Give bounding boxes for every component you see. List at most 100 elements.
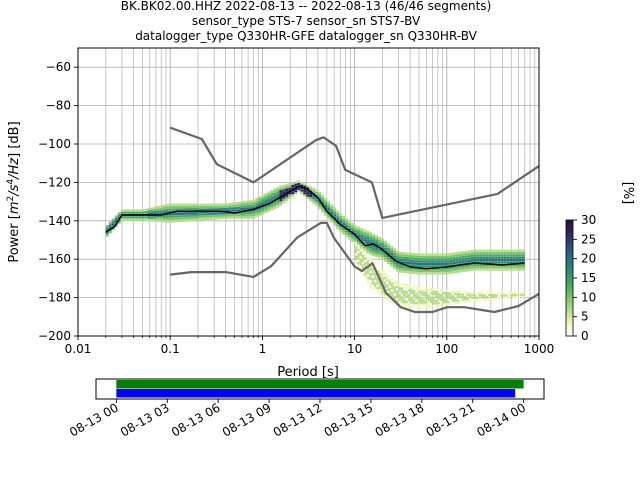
colorbar-label: [%] — [620, 182, 635, 205]
density-cell — [231, 216, 235, 219]
density-cell — [285, 188, 289, 191]
density-cell — [273, 190, 277, 193]
density-cell — [165, 204, 169, 207]
mode-line — [105, 185, 525, 270]
density-cell — [410, 301, 413, 304]
density-cell — [249, 202, 253, 205]
density-cell — [422, 298, 426, 302]
density-cell — [432, 292, 435, 296]
density-cell — [345, 225, 349, 228]
density-cell — [270, 203, 274, 206]
density-cell — [416, 262, 420, 266]
density-cell — [366, 246, 370, 249]
density-cell — [288, 196, 292, 199]
density-cell — [114, 217, 118, 220]
density-cell — [461, 269, 465, 273]
density-cell — [422, 294, 426, 297]
density-cell — [357, 248, 360, 251]
density-cell — [503, 249, 507, 252]
density-cell — [114, 215, 118, 218]
density-cell — [381, 295, 384, 298]
density-cell — [126, 218, 130, 221]
nhnm-line — [169, 126, 540, 219]
density-cell — [443, 255, 447, 259]
density-cell — [455, 254, 459, 257]
density-cell — [156, 208, 160, 211]
density-cell — [476, 298, 479, 302]
density-cell — [177, 217, 181, 220]
density-cell — [446, 260, 450, 263]
density-cell — [494, 266, 498, 269]
density-cell — [219, 208, 223, 211]
density-cell — [381, 238, 385, 241]
density-cell — [455, 270, 459, 274]
density-cell — [261, 203, 265, 206]
density-cell — [240, 203, 244, 206]
title-line-3: datalogger_type Q330HR-GFE datalogger_sn… — [135, 29, 477, 43]
density-cell — [488, 259, 492, 262]
density-cell — [315, 204, 319, 207]
density-cell — [381, 277, 384, 280]
x-tick-label: 100 — [435, 342, 458, 356]
density-cell — [324, 202, 328, 205]
density-cell — [324, 198, 328, 201]
density-cell — [461, 258, 465, 261]
density-cell — [510, 291, 513, 295]
density-cell — [521, 263, 525, 266]
density-cell — [503, 259, 507, 262]
density-cell — [463, 295, 467, 299]
density-cell — [420, 293, 423, 296]
density-cell — [387, 257, 391, 260]
density-cell — [488, 254, 492, 257]
density-cell — [427, 298, 430, 301]
density-cell — [252, 209, 256, 212]
density-cell — [388, 297, 392, 300]
density-cell — [282, 184, 286, 188]
density-cell — [480, 296, 484, 299]
density-cell — [168, 210, 172, 214]
density-cell — [412, 292, 416, 295]
density-cell — [318, 207, 322, 210]
density-cell — [375, 237, 379, 240]
density-cell — [393, 252, 397, 256]
density-cell — [512, 266, 516, 269]
density-cell — [120, 218, 124, 221]
density-cell — [439, 289, 443, 292]
density-cell — [467, 255, 471, 258]
density-cell — [114, 224, 118, 227]
density-cell — [201, 218, 205, 221]
density-cell — [415, 292, 418, 295]
density-cell — [225, 212, 229, 215]
density-cell — [156, 206, 160, 209]
density-cell — [174, 208, 178, 211]
density-cell — [276, 191, 280, 194]
density-cell — [488, 291, 491, 294]
density-cell — [479, 249, 483, 252]
density-cell — [446, 300, 450, 303]
density-cell — [369, 246, 373, 249]
density-cell — [228, 207, 232, 210]
density-cell — [255, 200, 259, 203]
density-cell — [522, 291, 525, 294]
density-cell — [306, 196, 310, 199]
density-cell — [258, 213, 262, 216]
density-cell — [270, 189, 274, 193]
density-cell — [243, 212, 247, 215]
density-cell — [431, 258, 435, 261]
density-cell — [464, 257, 468, 261]
x-tick-label: 1000 — [524, 342, 555, 356]
density-cell — [249, 204, 253, 208]
density-cell — [216, 217, 220, 220]
density-cell — [393, 255, 397, 258]
density-cell — [258, 196, 262, 199]
x-tick-label: 10 — [347, 342, 362, 356]
density-cell — [303, 187, 307, 190]
density-cell — [434, 269, 438, 273]
density-cell — [336, 210, 340, 213]
density-cell — [222, 216, 226, 219]
density-cell — [376, 277, 379, 280]
density-cell — [506, 266, 510, 269]
density-cell — [364, 275, 367, 278]
density-cell — [395, 281, 399, 284]
density-cell — [393, 257, 397, 260]
